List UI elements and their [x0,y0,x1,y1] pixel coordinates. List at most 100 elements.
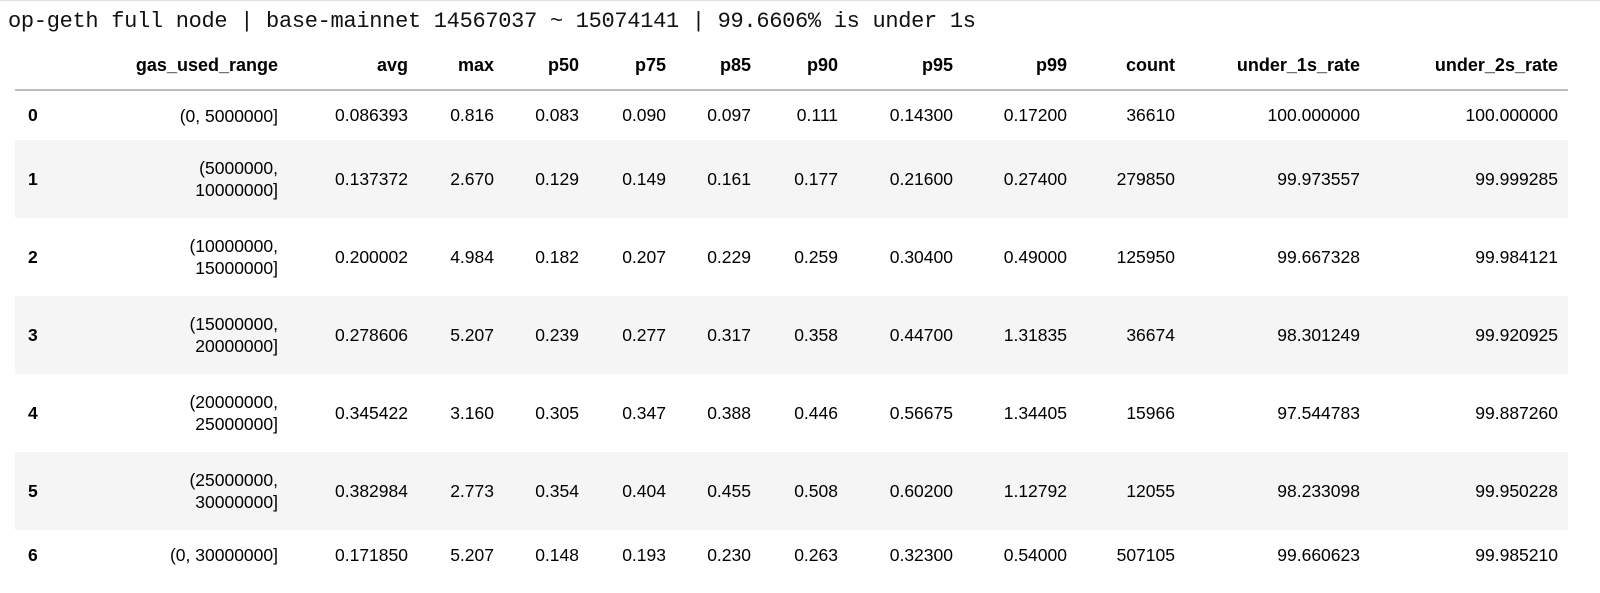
cell-p95: 0.56675 [889,402,953,423]
cell-under-2s-rate: 99.920925 [1475,324,1558,345]
table-row: 0 (0, 5000000] 0.086393 0.816 0.083 0.090 0.09… [15,90,1568,140]
cell-p75: 0.193 [622,544,666,565]
table-row: 3 (15000000, 20000000] 0.278606 5.207 0.239 0… [15,296,1568,374]
cell-under-1s-rate: 98.233098 [1277,480,1360,501]
cell-p75: 0.347 [622,402,666,423]
cell-avg: 0.171850 [335,544,408,565]
cell-p85: 0.317 [707,324,751,345]
cell-gas-used-range: (20000000, 25000000] [80,374,288,452]
cell-under-1s-rate: 100.000000 [1267,105,1360,125]
cell-p90: 0.111 [796,105,838,125]
cell-gas-used-range: (15000000, 20000000] [80,296,288,374]
cell-under-1s-rate: 99.973557 [1277,168,1360,189]
range-text: (15000000, 20000000] [189,314,278,356]
cell-p90: 0.177 [794,168,838,189]
cell-count: 507105 [1116,544,1175,565]
header-row: gas_used_range avg max p50 p75 p85 p90 p95 p99 co… [15,42,1568,91]
cell-under-2s-rate: 99.887260 [1475,402,1558,423]
column-header-max: max [418,42,504,91]
cell-p75: 0.277 [622,324,666,345]
cell-p50: 0.305 [535,402,579,423]
cell-p95: 0.30400 [889,246,953,267]
cell-p75: 0.090 [622,105,666,125]
cell-under-2s-rate: 99.999285 [1475,168,1558,189]
row-index: 6 [28,544,38,565]
cell-count: 12055 [1126,480,1175,501]
cell-p99: 0.54000 [1003,544,1067,565]
cell-p85: 0.161 [707,168,751,189]
cell-p50: 0.239 [535,324,579,345]
cell-p50: 0.182 [535,246,579,267]
cell-count: 15966 [1126,402,1175,423]
cell-p50: 0.083 [535,105,579,125]
table-row: 4 (20000000, 25000000] 0.345422 3.160 0.305 0… [15,374,1568,452]
cell-under-2s-rate: 99.985210 [1475,544,1558,565]
range-text: (0, 30000000] [169,545,278,565]
cell-p50: 0.354 [535,480,579,501]
cell-avg: 0.086393 [335,105,408,125]
column-header-p50: p50 [504,42,589,91]
cell-gas-used-range: (0, 30000000] [80,530,288,580]
cell-count: 279850 [1116,168,1175,189]
row-index: 0 [28,105,38,125]
row-index: 5 [28,480,38,501]
cell-p50: 0.148 [535,544,579,565]
table-row: 2 (10000000, 15000000] 0.200002 4.984 0.182 0… [15,218,1568,296]
cell-avg: 0.137372 [335,168,408,189]
cell-p90: 0.446 [794,402,838,423]
cell-p90: 0.263 [794,544,838,565]
cell-max: 5.207 [450,544,494,565]
cell-under-1s-rate: 99.667328 [1277,246,1360,267]
column-header-p99: p99 [963,42,1077,91]
cell-under-2s-rate: 100.000000 [1465,105,1558,125]
range-text: (25000000, 30000000] [189,470,278,512]
cell-under-2s-rate: 99.984121 [1475,246,1558,267]
cell-p90: 0.259 [794,246,838,267]
cell-p99: 0.27400 [1003,168,1067,189]
cell-p85: 0.388 [707,402,751,423]
cell-p75: 0.404 [622,480,666,501]
cell-p75: 0.149 [622,168,666,189]
cell-under-1s-rate: 99.660623 [1277,544,1360,565]
table-row: 1 (5000000, 10000000] 0.137372 2.670 0.129 0.… [15,140,1568,218]
cell-p75: 0.207 [622,246,666,267]
column-header-gas-used-range: gas_used_range [80,42,288,91]
cell-max: 0.816 [450,105,494,125]
cell-p90: 0.508 [794,480,838,501]
column-header-p95: p95 [848,42,963,91]
cell-p99: 1.34405 [1003,402,1067,423]
column-header-under-1s-rate: under_1s_rate [1185,42,1370,91]
row-index: 1 [28,168,38,189]
cell-gas-used-range: (0, 5000000] [80,90,288,140]
cell-p95: 0.32300 [889,544,953,565]
cell-p99: 1.12792 [1003,480,1067,501]
column-header-p75: p75 [589,42,676,91]
cell-under-2s-rate: 99.950228 [1475,480,1558,501]
cell-count: 36610 [1126,105,1175,125]
cell-gas-used-range: (5000000, 10000000] [80,140,288,218]
cell-p85: 0.230 [707,544,751,565]
cell-avg: 0.200002 [335,246,408,267]
range-text: (5000000, 10000000] [195,158,278,200]
cell-count: 125950 [1116,246,1175,267]
cell-top-border [0,0,1600,1]
cell-avg: 0.382984 [335,480,408,501]
cell-max: 3.160 [450,402,494,423]
cell-p95: 0.60200 [889,480,953,501]
range-text: (10000000, 15000000] [189,236,278,278]
cell-p95: 0.14300 [889,105,953,125]
dataframe-table: gas_used_range avg max p50 p75 p85 p90 p95 p99 co… [15,42,1568,580]
row-index: 2 [28,246,38,267]
cell-max: 2.773 [450,480,494,501]
column-header-under-2s-rate: under_2s_rate [1370,42,1568,91]
column-header-p85: p85 [676,42,761,91]
cell-p95: 0.21600 [889,168,953,189]
index-header [15,42,80,91]
table-row: 5 (25000000, 30000000] 0.382984 2.773 0.354 0… [15,452,1568,530]
row-index: 4 [28,402,38,423]
cell-p85: 0.229 [707,246,751,267]
range-text: (20000000, 25000000] [189,392,278,434]
cell-p85: 0.097 [707,105,751,125]
cell-p99: 1.31835 [1003,324,1067,345]
cell-max: 2.670 [450,168,494,189]
